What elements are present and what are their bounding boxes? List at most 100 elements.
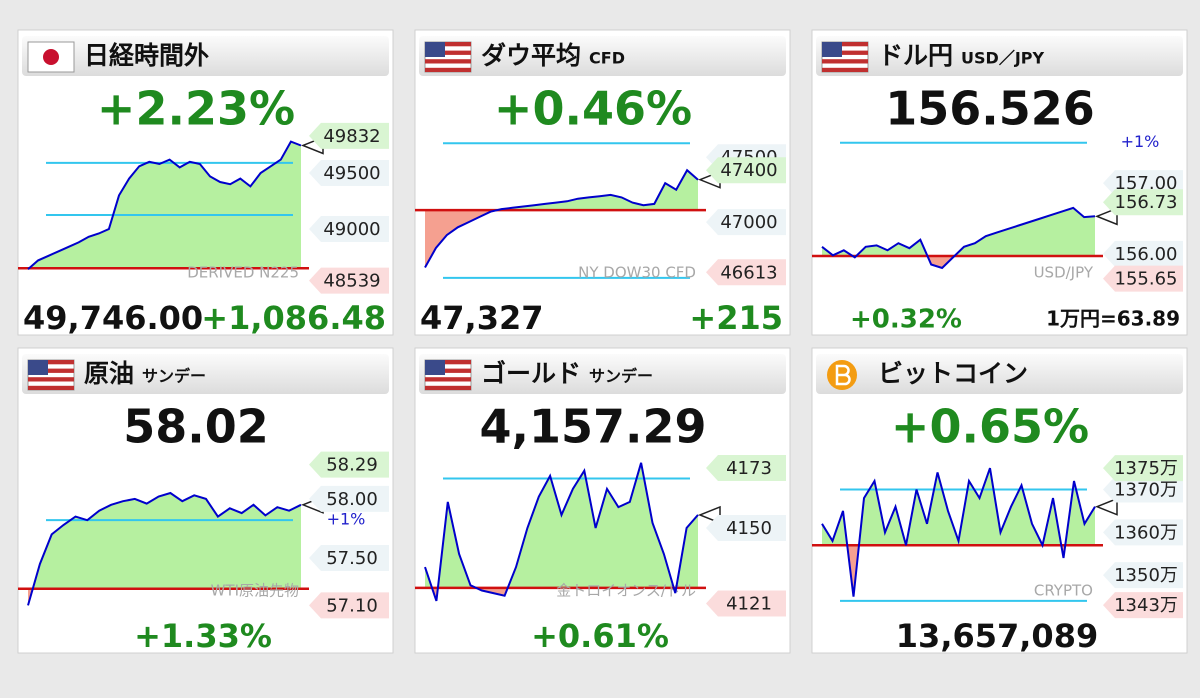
footer: 47,327	[420, 299, 543, 337]
label-high: 1375万	[1114, 458, 1178, 479]
watermark: USD/JPY	[1034, 264, 1094, 282]
footer: 1万円=63.89	[1046, 307, 1180, 331]
headline: +0.46%	[494, 82, 692, 136]
watermark: WTI原油先物	[211, 582, 299, 600]
flag	[27, 41, 75, 73]
y-tick-label: 49000	[323, 219, 380, 240]
watermark: 金トロイオンス/ドル	[556, 582, 696, 600]
label-low-box	[309, 592, 389, 619]
area-up	[425, 462, 698, 588]
panel-header	[22, 36, 389, 76]
panel-title: ダウ平均	[481, 41, 581, 70]
panel-header	[419, 36, 786, 76]
label-high: 156.73	[1115, 192, 1178, 213]
y-tick-label: 156.00	[1115, 244, 1178, 265]
price-line	[821, 467, 1096, 597]
y-tick-label: 49500	[323, 163, 380, 184]
y-tick-label-box	[1103, 240, 1183, 267]
label-high-box	[309, 122, 389, 149]
y-tick-label: 1370万	[1114, 480, 1178, 501]
headline: +0.65%	[891, 400, 1089, 454]
panel-title: ドル円	[878, 41, 953, 70]
y-tick-label-box	[1103, 476, 1183, 503]
label-high: 4173	[726, 458, 772, 479]
headline: 4,157.29	[480, 400, 707, 454]
headline: 58.02	[123, 400, 269, 454]
label-low-box	[309, 267, 389, 294]
y-tick-label-box	[1103, 562, 1183, 589]
footer: 49,746.00	[23, 299, 203, 337]
label-low: 4121	[726, 594, 772, 615]
area-up	[32, 493, 301, 589]
y-tick-label-box	[1103, 519, 1183, 546]
y-tick-label-box	[706, 514, 786, 541]
flag-sun	[43, 49, 59, 65]
label-low-box	[1103, 592, 1183, 619]
panel-header	[816, 354, 1183, 394]
label-low-box	[1103, 265, 1183, 292]
flag	[424, 359, 472, 391]
flag	[424, 41, 472, 73]
footer: +215	[689, 299, 783, 337]
panel: ビットコイン +0.65% CRYPTO 1370万 1360万 1350万 1375万 13…	[811, 347, 1188, 655]
label-high: 49832	[323, 126, 380, 147]
footer: 13,657,089	[896, 617, 1098, 655]
panel: ゴールド サンデー 4,157.29 金トロイオンス/ドル 4150 4173 4121 +0…	[414, 347, 791, 655]
panel: 日経時間外 +2.23% DERIVED N225 49500 49000 49832 48…	[17, 29, 394, 337]
last-pointer	[1094, 207, 1118, 226]
label-high-box	[706, 157, 786, 184]
price-line	[821, 206, 1096, 270]
panel: ドル円 USD／JPY 156.526 +1% USD/JPY 157.00 156.00 1…	[811, 29, 1188, 336]
y-tick-label: 58.00	[326, 489, 378, 510]
y-tick-label-box	[309, 160, 389, 187]
panel-title: 日経時間外	[84, 41, 209, 70]
label-high-box	[1103, 455, 1183, 482]
area-up	[496, 170, 698, 211]
area-up	[822, 468, 1095, 546]
watermark: CRYPTO	[1034, 582, 1093, 600]
price-line	[27, 491, 302, 606]
price-line	[424, 462, 699, 602]
label-low-box	[706, 259, 786, 286]
y-tick-label: 1360万	[1114, 522, 1178, 543]
label-low: 57.10	[326, 595, 378, 616]
footer: +0.61%	[531, 617, 669, 655]
price-line	[27, 140, 302, 271]
panel-subtitle: サンデー	[142, 367, 206, 386]
flag	[821, 41, 869, 73]
panel-header	[419, 354, 786, 394]
panel-subtitle: CFD	[589, 49, 625, 68]
label-low: 48539	[323, 271, 380, 292]
headline: 156.526	[885, 82, 1095, 136]
y-tick-label: 4150	[726, 518, 772, 539]
panel-header	[816, 36, 1183, 76]
y-tick-label: 47000	[720, 212, 777, 233]
panel-subtitle: USD／JPY	[961, 49, 1044, 68]
headline: +2.23%	[97, 82, 295, 136]
label-low: 46613	[720, 262, 777, 283]
flag	[27, 359, 75, 391]
y-tick-label-box	[309, 485, 389, 512]
footer: +1.33%	[134, 617, 272, 655]
area-up	[822, 207, 1095, 256]
panel-title: ビットコイン	[878, 359, 1028, 388]
band-label: +1%	[327, 510, 366, 529]
label-high: 47400	[720, 160, 777, 181]
panel-title: 原油	[84, 359, 134, 388]
label-high-box	[309, 451, 389, 478]
label-low: 155.65	[1115, 269, 1178, 290]
panel: 原油 サンデー 58.02 +1% WTI原油先物 58.00 57.50 58.29 57.1…	[17, 347, 394, 655]
label-high: 58.29	[326, 455, 378, 476]
footer: +0.32%	[850, 305, 962, 335]
panel-title: ゴールド	[481, 359, 581, 388]
band-label: +1%	[1121, 132, 1160, 151]
label-low: 1343万	[1114, 595, 1178, 616]
watermark: DERIVED N225	[187, 264, 299, 282]
panel-subtitle: サンデー	[589, 367, 653, 386]
y-tick-label-box	[706, 209, 786, 236]
y-tick-label: 1350万	[1114, 565, 1178, 586]
area-down	[425, 587, 698, 601]
price-line	[424, 168, 699, 268]
